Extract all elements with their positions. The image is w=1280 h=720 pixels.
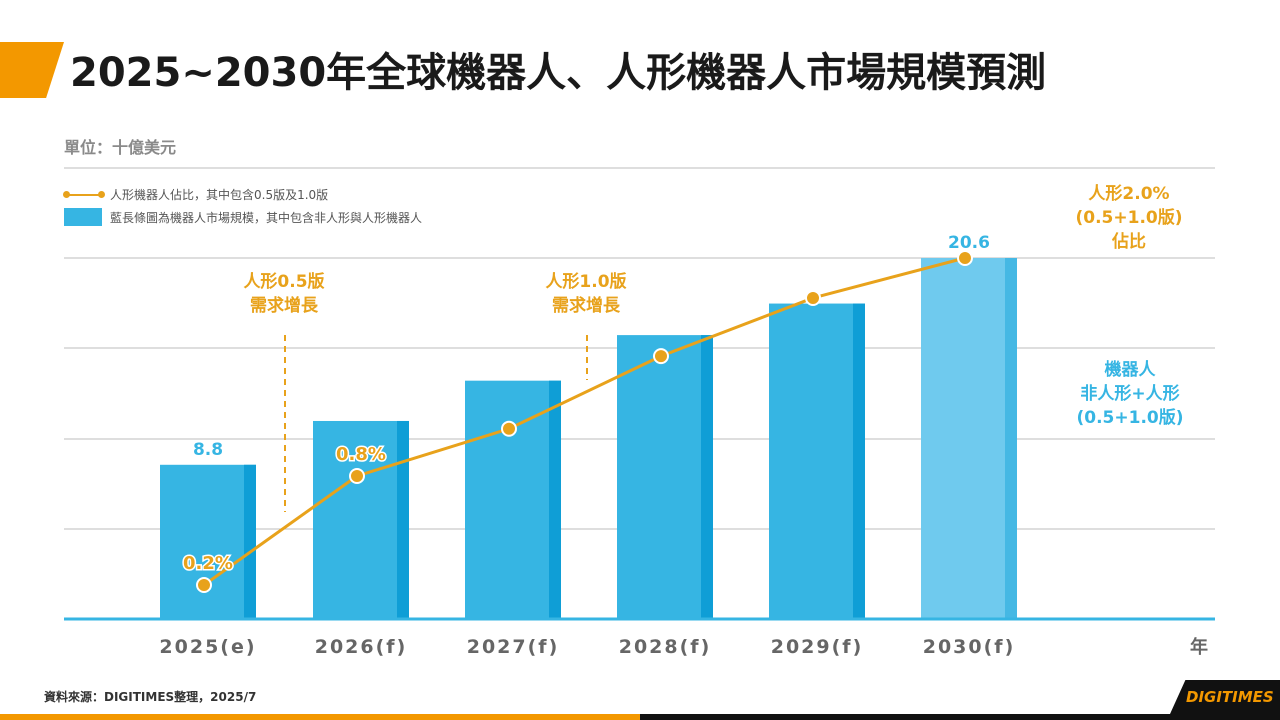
line-series [203, 256, 966, 587]
legend-bar-swatch [64, 208, 102, 226]
legend-item-line: 人形機器人佔比，其中包含0.5版及1.0版 [63, 186, 329, 203]
x-tick-label: 2030(f) [923, 636, 1016, 658]
line-data-label: 0.2% [183, 553, 233, 574]
annotation-humanoid-share: 人形2.0% (0.5+1.0版) 佔比 [1066, 182, 1192, 254]
annotation-v10-line2: 需求增長 [552, 296, 620, 316]
bar-side-shade [701, 335, 713, 619]
bar [313, 420, 409, 619]
legend-line-swatch [63, 190, 105, 198]
logo-text: DIGITIMES [1186, 688, 1274, 706]
source-note: 資料來源：DIGITIMES整理，2025/7 [44, 690, 257, 704]
logo-badge [1170, 680, 1280, 714]
annotation-market-line2: 非人形+人形 [1080, 384, 1180, 404]
line-point [653, 348, 669, 365]
bar-side-shade [397, 420, 409, 619]
bar-side-shade [549, 380, 561, 619]
line-point [957, 250, 973, 266]
bar [465, 380, 561, 619]
line-point [501, 420, 517, 437]
bar [160, 464, 256, 619]
line-point [196, 577, 212, 593]
line-data-label: 0.8% [336, 444, 386, 465]
footer-bar-black [640, 714, 1280, 720]
annotation-v10: 人形1.0版 需求增長 [534, 270, 638, 318]
x-tick-label: 2027(f) [467, 636, 560, 658]
x-tick-label: 2025(e) [159, 636, 256, 658]
annotation-market-line1: 機器人 [1104, 360, 1156, 380]
bar-side-shade [244, 464, 256, 619]
legend-line-label: 人形機器人佔比，其中包含0.5版及1.0版 [110, 188, 329, 202]
annotation-share-line1: 人形2.0% [1088, 184, 1170, 204]
legend-item-bar: 藍長條圖為機器人市場規模，其中包含非人形與人形機器人 [64, 208, 422, 226]
unit-label: 單位：十億美元 [64, 138, 177, 157]
x-tick-label: 2028(f) [619, 636, 712, 658]
annotation-market-line3: (0.5+1.0版) [1076, 408, 1184, 428]
line-point [349, 468, 365, 484]
annotation-robot-market: 機器人 非人形+人形 (0.5+1.0版) [1062, 358, 1198, 430]
bar-data-label: 8.8 [193, 440, 223, 460]
annotation-v05-line1: 人形0.5版 [243, 272, 325, 292]
legend-bar-label: 藍長條圖為機器人市場規模，其中包含非人形與人形機器人 [110, 210, 423, 225]
x-tick-label: 2029(f) [771, 636, 864, 658]
x-tick-label: 2026(f) [315, 636, 408, 658]
footer-bar-orange [0, 714, 640, 720]
annotation-v05: 人形0.5版 需求增長 [232, 270, 336, 318]
bar-side-shade [1005, 258, 1017, 619]
annotation-share-line3: 佔比 [1112, 232, 1146, 252]
line-point [805, 289, 821, 306]
annotation-v05-line2: 需求增長 [250, 296, 318, 316]
bar [617, 335, 713, 619]
bar [769, 303, 865, 619]
bar-data-label: 20.6 [948, 233, 990, 253]
page-title: 2025~2030年全球機器人、人形機器人市場規模預測 [70, 50, 1047, 96]
annotation-share-line2: (0.5+1.0版) [1075, 208, 1183, 228]
bar-side-shade [853, 303, 865, 619]
x-axis-unit-label: 年 [1190, 636, 1208, 658]
bar [921, 258, 1017, 619]
annotation-v10-line1: 人形1.0版 [545, 272, 627, 292]
